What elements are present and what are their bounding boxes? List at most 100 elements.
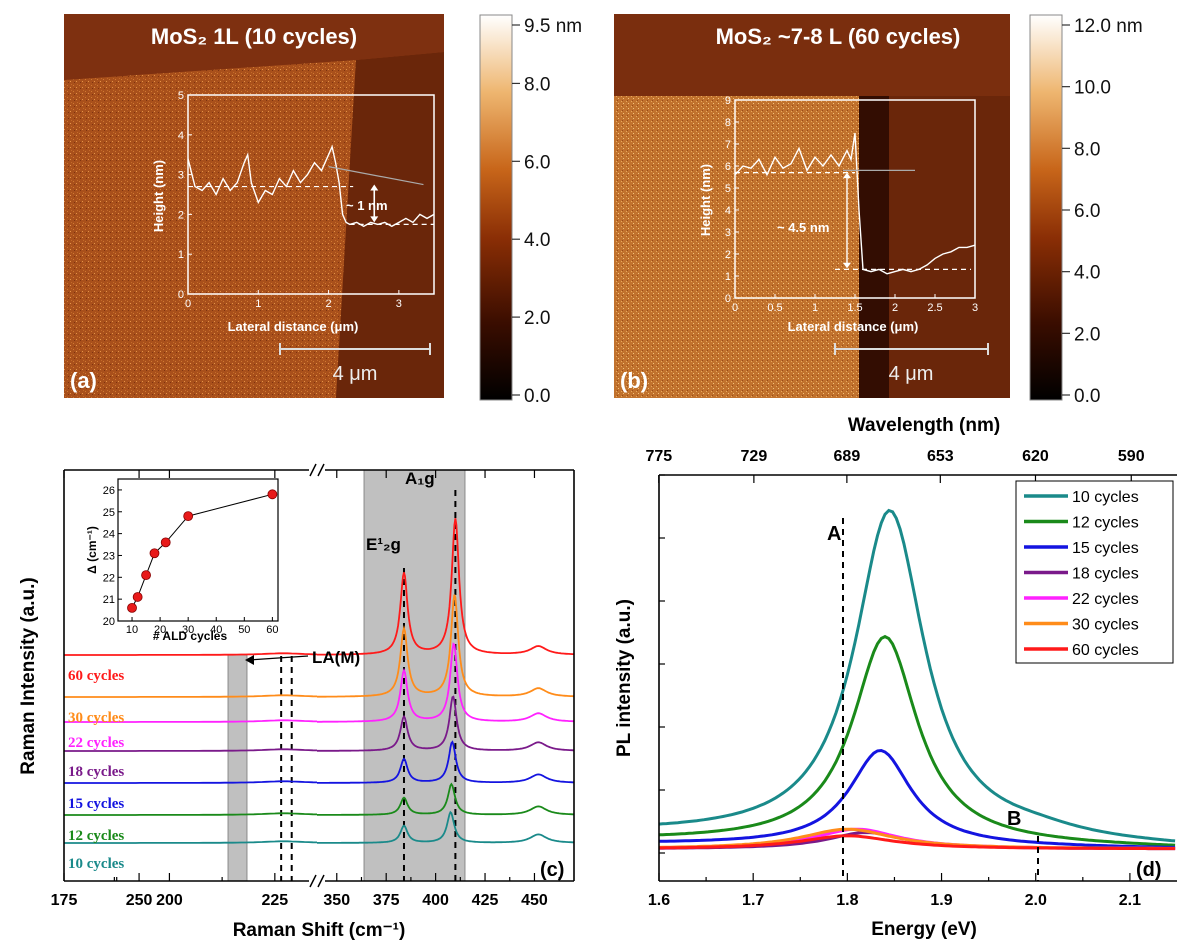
colorbar-tick-label: 2.0 — [1074, 324, 1100, 345]
raman-series-line-right — [317, 518, 575, 656]
raman-series-line-left — [64, 694, 318, 698]
raman-x-ticks: 175 200 225 250 350 375 400 425 450 — [51, 470, 560, 909]
pl-top-tick-label: 590 — [1118, 448, 1145, 465]
delta-point — [127, 602, 137, 613]
pl-x-tick-label: 2.0 — [1025, 892, 1047, 909]
inset-y-tick-label: 5 — [725, 183, 731, 195]
raman-series-label: 10 cycles — [68, 856, 124, 872]
inset-y-tick-label: 1 — [725, 271, 731, 283]
raman-x-tick-label: 175 — [51, 892, 78, 909]
scalebar-b-label: 4 μm — [889, 363, 934, 385]
raman-series-line-left — [64, 748, 318, 752]
raman-series-label: 30 cycles — [68, 710, 124, 726]
raman-series-line-right — [317, 782, 574, 816]
pl-top-tick-label: 620 — [1022, 448, 1049, 465]
pl-top-tick-label: 653 — [927, 448, 954, 465]
raman-x-tick-label: 375 — [373, 892, 400, 909]
la-m-arrowhead — [245, 655, 254, 665]
panel-label-c: (c) — [540, 859, 564, 881]
raman-series-label: 18 cycles — [68, 764, 124, 780]
pl-curves — [658, 508, 1176, 851]
colorbar-b-ticks: 12.0 nm 10.0 8.0 6.0 4.0 2.0 0.0 — [1062, 16, 1143, 407]
colorbar-tick-label: 4.0 — [524, 230, 550, 251]
colorbar-a-gradient — [479, 14, 513, 401]
colorbar-tick-label: 8.0 — [1074, 139, 1100, 160]
pl-ylabel: PL intensity (a.u.) — [614, 599, 635, 757]
raman-series-line-left — [64, 652, 318, 656]
inset-b-annotation: ~ 4.5 nm — [777, 220, 829, 235]
inset-x-tick-label: 2 — [326, 298, 332, 310]
inset-y-tick-label: 23 — [103, 550, 115, 562]
pl-x-tick-label: 1.8 — [836, 892, 858, 909]
delta-point — [132, 592, 143, 602]
raman-inset-xlabel: # ALD cycles — [153, 629, 228, 643]
inset-a-xlabel: Lateral distance (μm) — [228, 319, 359, 334]
afm-b-film-region — [614, 96, 859, 398]
pl-series-line — [659, 748, 1176, 849]
panel-b: MoS₂ ~7-8 L (60 cycles) (b) 4 μm Lateral… — [614, 14, 1010, 398]
raman-series-line-right — [317, 594, 574, 698]
pl-legend-label: 12 cycles — [1072, 515, 1139, 532]
scalebar-a-label: 4 μm — [333, 363, 378, 385]
pl-series-line — [659, 834, 1176, 851]
raman-series-line-left — [64, 840, 318, 844]
pl-x-tick-label: 1.7 — [742, 892, 764, 909]
inset-y-tick-label: 20 — [103, 616, 115, 628]
raman-inset-frame — [117, 478, 279, 622]
raman-x-tick-label: 425 — [472, 892, 499, 909]
pl-x-ticks: 1.6 1.7 1.8 1.9 2.0 2.1 — [648, 474, 1141, 909]
inset-b-arrowhead-up — [843, 172, 851, 179]
pl-xlabel: Energy (eV) — [871, 919, 977, 940]
inset-y-tick-label: 22 — [103, 572, 115, 584]
inset-y-tick-label: 26 — [103, 485, 115, 497]
inset-y-tick-label: 25 — [103, 507, 115, 519]
raman-series-label: 15 cycles — [68, 796, 124, 812]
inset-y-tick-label: 7 — [725, 139, 731, 151]
pl-x-tick-label: 1.6 — [648, 892, 670, 909]
inset-a-ylabel: Height (nm) — [151, 160, 166, 232]
inset-x-tick-label: 20 — [154, 624, 166, 636]
la-m-label: LA(M) — [312, 648, 360, 667]
inset-b-arrowhead-down — [843, 262, 851, 269]
raman-series-line-right — [317, 740, 574, 784]
inset-y-tick-label: 1 — [178, 249, 184, 261]
pl-legend-label: 10 cycles — [1072, 489, 1139, 506]
raman-ylabel: Raman Intensity (a.u.) — [18, 577, 39, 774]
raman-series-label: 60 cycles — [68, 668, 124, 684]
height-profile-line — [734, 132, 976, 275]
inset-x-tick-label: 30 — [182, 624, 194, 636]
raman-series-line-left — [64, 812, 318, 816]
delta-point — [160, 537, 171, 548]
raman-series-labels: 60 cycles 30 cycles 22 cycles 18 cycles 15 c… — [68, 668, 124, 872]
inset-a-frame — [187, 94, 435, 295]
pl-b-label: B — [1007, 808, 1021, 830]
afm-b-substrate-region — [889, 96, 1010, 398]
inset-y-tick-label: 3 — [178, 170, 184, 182]
inset-x-tick-label: 1.5 — [847, 302, 862, 314]
panel-label-d: (d) — [1136, 859, 1162, 881]
inset-y-tick-label: 4 — [725, 205, 731, 217]
inset-y-tick-label: 3 — [725, 227, 731, 239]
afm-b-top-region — [614, 14, 1010, 96]
panel-label-a: (a) — [70, 368, 97, 393]
colorbar-tick-label: 0.0 — [1074, 386, 1100, 407]
inset-b: Lateral distance (μm) Height (nm) ~ 4.5 … — [698, 95, 978, 334]
colorbar-tick-label: 8.0 — [524, 74, 550, 95]
raman-series-label: 22 cycles — [68, 735, 124, 751]
inset-b-ylabel: Height (nm) — [698, 164, 713, 236]
raman-series-line-left — [64, 719, 318, 723]
afm-a-title: MoS₂ 1L (10 cycles) — [151, 24, 357, 49]
pl-top-tick-label: 775 — [645, 448, 672, 465]
inset-b-xlabel: Lateral distance (μm) — [788, 319, 919, 334]
inset-x-tick-label: 3 — [972, 302, 978, 314]
pl-legend-entries: 10 cycles 12 cycles 15 cycles 18 cycles 22 c… — [1024, 489, 1139, 659]
colorbar-tick-label: 6.0 — [1074, 201, 1100, 222]
delta-point — [149, 548, 160, 559]
inset-a-arrowhead-down — [370, 216, 379, 223]
pl-legend-label: 18 cycles — [1072, 566, 1139, 583]
raman-series-line-right — [317, 642, 575, 723]
axis-break-marks — [309, 462, 325, 888]
colorbar-b: 12.0 nm 10.0 8.0 6.0 4.0 2.0 0.0 — [1029, 14, 1143, 407]
